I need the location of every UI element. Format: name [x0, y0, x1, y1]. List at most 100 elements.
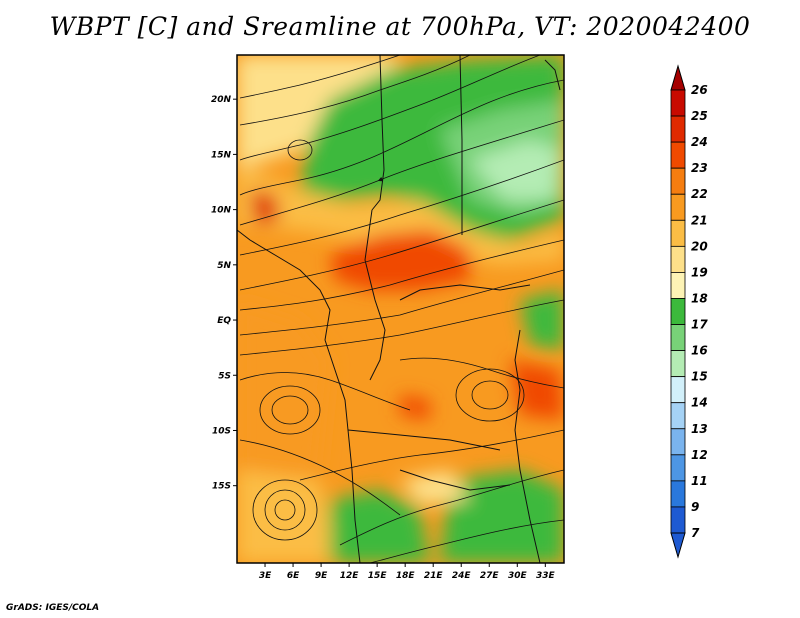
colorbar-top-arrow: [670, 64, 686, 91]
plot-frame: [236, 54, 565, 564]
swirl-w-2: [259, 385, 321, 435]
border-3: [364, 209, 386, 381]
field-south-green-1: [330, 490, 430, 563]
colorbar-label: 21: [691, 213, 708, 227]
field-east-green: [520, 290, 564, 350]
field-warm-west: [250, 190, 280, 225]
border-5: [514, 329, 541, 563]
colorbar-label: 23: [691, 161, 708, 175]
colorbar-segment: [670, 89, 686, 117]
west-coastline: [237, 229, 361, 563]
streamline-1: [239, 119, 564, 226]
colorbar-label: 11: [691, 474, 708, 488]
swirl-sw-1: [264, 489, 306, 531]
colorbar-label: 24: [691, 135, 708, 149]
swirl-sw-3: [274, 499, 296, 521]
colorbar-label: 14: [691, 396, 708, 410]
lat-label: 20N: [211, 95, 232, 105]
streamline-15: [239, 439, 401, 516]
streamline-16: [399, 357, 564, 389]
streamline-5: [239, 269, 564, 336]
border-2: [459, 55, 463, 235]
swirl-e-2: [455, 368, 525, 422]
colorbar-segment: [670, 245, 686, 273]
streamline-10: [239, 55, 401, 99]
lon-label: 24E: [452, 571, 472, 581]
streamline-9: [239, 55, 471, 126]
streamline-2: [239, 159, 564, 256]
streamlines: [239, 55, 564, 563]
colorbar-segment: [670, 298, 686, 325]
border-7: [399, 469, 511, 491]
streamline-11: [299, 429, 564, 481]
chart-title: WBPT [C] and Sreamline at 700hPa, VT: 20…: [49, 12, 751, 41]
colorbar-label: 13: [691, 422, 708, 436]
latitude-axis: 20N 15N 10N 5N EQ 5S 10S 15S: [211, 95, 237, 492]
colorbar-label: 15: [691, 370, 708, 384]
colorbar-segment: [670, 272, 686, 299]
colorbar-segment: [670, 506, 686, 534]
lon-label: 21E: [424, 571, 444, 581]
lon-label: 30E: [508, 571, 528, 581]
lon-label: 18E: [396, 571, 416, 581]
lat-label: 15S: [212, 482, 231, 492]
colorbar-segment: [670, 167, 686, 195]
field-warm-core: [330, 230, 470, 290]
field-north-pale: [237, 55, 400, 170]
colorbar: 26 25 24 23 22 21 20 19 18 17 16 15 14 13 12 11 9 7: [670, 64, 708, 559]
colorbar-segment: [670, 350, 686, 378]
colorbar-label: 16: [691, 344, 708, 358]
wbpt-shaded-field: [237, 55, 564, 563]
colorbar-segment: [670, 454, 686, 482]
lat-label: 10N: [211, 206, 232, 216]
colorbar-segment: [670, 402, 686, 430]
colorbar-label: 7: [691, 526, 700, 540]
streamline-3: [239, 199, 564, 291]
lat-label: 5S: [218, 371, 231, 381]
field-south-pale: [400, 470, 470, 505]
colorbar-label: 20: [691, 239, 708, 253]
longitude-axis: 3E 6E 9E 12E 15E 18E 21E 24E 27E 30E 33E: [259, 563, 556, 581]
streamline-6: [239, 299, 564, 356]
swirl-w-1: [271, 395, 309, 425]
streamline-4: [239, 239, 564, 311]
field-warm-east: [510, 360, 564, 420]
colorbar-label: 22: [691, 187, 708, 201]
border-4: [399, 284, 531, 301]
grads-credit: GrADS: IGES/COLA: [6, 603, 100, 613]
swirl-sw-2: [252, 479, 318, 541]
colorbar-segment: [670, 141, 686, 169]
border-6: [347, 429, 501, 451]
colorbar-label: 18: [691, 291, 708, 305]
colorbar-label: 25: [691, 109, 708, 123]
colorbar-bottom-arrow: [670, 532, 686, 559]
lon-label: 15E: [368, 571, 388, 581]
lon-label: 27E: [480, 571, 500, 581]
colorbar-segment: [670, 115, 686, 143]
border-1: [371, 55, 385, 211]
swirl-nw: [287, 139, 313, 161]
field-warm-south: [400, 395, 430, 420]
streamline-7: [239, 79, 564, 196]
colorbar-label: 9: [691, 500, 699, 514]
field-southwest-pale: [237, 470, 340, 563]
colorbar-segment: [670, 376, 686, 404]
colorbar-label: 12: [691, 448, 708, 462]
lon-label: 12E: [340, 571, 360, 581]
field-south-green-2: [440, 470, 564, 563]
colorbar-segment: [670, 428, 686, 456]
colorbar-segment: [670, 480, 686, 508]
border-8: [544, 59, 561, 91]
colorbar-label: 26: [691, 83, 708, 97]
lon-label: 33E: [536, 571, 556, 581]
lon-label: 6E: [287, 571, 300, 581]
lat-label: 15N: [211, 150, 232, 160]
streamline-13: [369, 519, 564, 563]
lat-label: 5N: [217, 261, 231, 271]
colorbar-segment: [670, 193, 686, 221]
lon-label: 3E: [259, 571, 272, 581]
lat-label: 10S: [212, 426, 231, 436]
colorbar-segment: [670, 324, 686, 351]
colorbar-label: 19: [691, 265, 708, 279]
